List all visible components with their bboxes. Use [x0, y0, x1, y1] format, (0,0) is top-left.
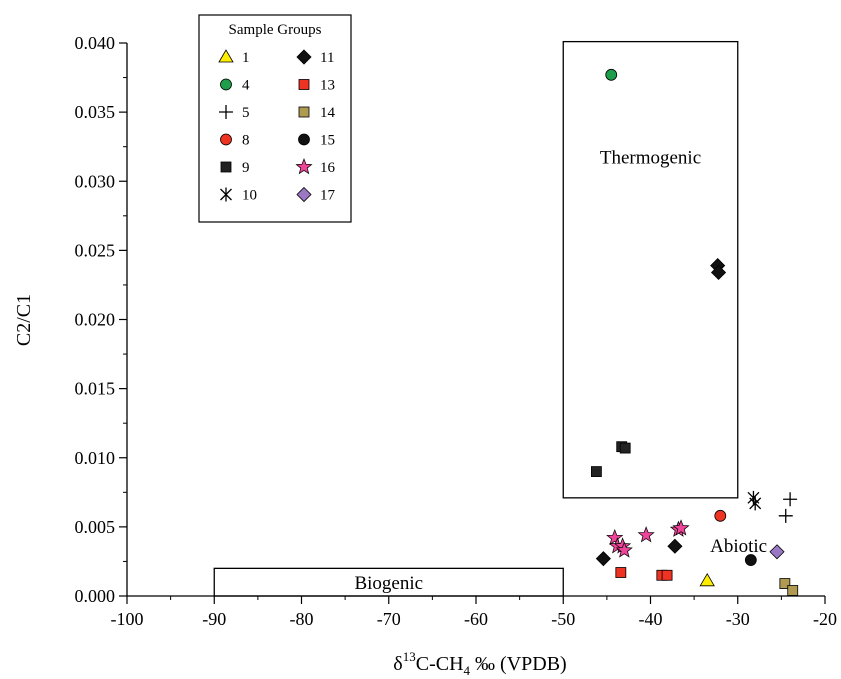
legend-label-11: 11	[320, 50, 334, 66]
y-axis-title: C2/C1	[13, 294, 35, 346]
point-group-9	[619, 442, 631, 454]
point-group-14	[779, 578, 791, 589]
point-group-11	[710, 264, 727, 281]
x-tick-label: -20	[813, 609, 837, 629]
y-tick-label: 0.005	[75, 517, 116, 537]
point-group-1	[699, 572, 715, 587]
y-tick-label: 0.035	[75, 102, 116, 122]
point-group-10	[749, 496, 762, 511]
legend-label-13: 13	[320, 78, 335, 94]
x-tick-label: -100	[111, 609, 144, 629]
point-group-16	[615, 541, 633, 558]
legend-title: Sample Groups	[229, 22, 322, 38]
y-tick-label: 0.020	[75, 310, 116, 330]
y-tick-label: 0.025	[75, 240, 116, 260]
point-group-13	[661, 569, 673, 581]
legend-label-15: 15	[320, 133, 335, 149]
point-group-8	[714, 509, 727, 522]
legend-marker-8	[220, 133, 232, 146]
regions: Thermogenic Biogenic Abiotic	[213, 40, 767, 597]
legend-label-9: 9	[242, 160, 250, 176]
legend-label-16: 16	[320, 160, 336, 176]
legend-marker-16	[295, 158, 313, 175]
legend-box	[198, 14, 352, 223]
point-group-13	[615, 567, 627, 578]
point-group-16	[637, 526, 655, 543]
thermogenic-label: Thermogenic	[600, 147, 701, 168]
y-tick-label: 0.000	[75, 586, 116, 606]
legend-marker-13	[298, 79, 310, 90]
legend-label-1: 1	[242, 50, 250, 66]
point-group-5	[778, 508, 793, 523]
point-group-10	[747, 490, 760, 505]
x-tick-label: -30	[726, 609, 750, 629]
axes: -100 -90 -80 -70 -60 -50 -40 -30 -20 0.000 0.005 0.…	[75, 33, 838, 629]
y-tick-label: 0.030	[75, 171, 116, 191]
point-group-11	[595, 551, 611, 567]
biogenic-region	[213, 567, 564, 597]
legend-label-10: 10	[242, 188, 257, 204]
point-group-11	[667, 538, 683, 554]
x-tick-label: -70	[377, 609, 401, 629]
x-tick-label: -60	[464, 609, 488, 629]
legend-marker-17	[296, 186, 312, 203]
legend-marker-15	[298, 133, 310, 146]
y-tick-label: 0.040	[75, 33, 116, 53]
legend-label-17: 17	[320, 188, 336, 204]
point-group-16	[672, 519, 690, 536]
point-group-9	[591, 466, 602, 477]
legend-label-14: 14	[320, 105, 336, 121]
legend-marker-4	[220, 78, 232, 91]
y-tick-label: 0.010	[75, 448, 116, 468]
legend-label-5: 5	[242, 105, 250, 121]
x-tick-label: -80	[290, 609, 314, 629]
abiotic-label: Abiotic	[710, 536, 767, 557]
legend-marker-1	[218, 49, 234, 63]
legend-label-8: 8	[242, 133, 250, 149]
legend-marker-9	[220, 161, 232, 173]
point-group-5	[783, 492, 798, 507]
point-group-4	[605, 68, 618, 81]
legend-marker-11	[296, 49, 312, 65]
biogenic-label: Biogenic	[354, 573, 423, 594]
legend-marker-5	[219, 105, 233, 119]
point-group-15	[744, 554, 757, 566]
point-group-14	[787, 585, 799, 596]
y-tick-label: 0.015	[75, 379, 116, 399]
x-axis-title: δ13C-CH4 ‰ (VPDB)	[393, 649, 566, 678]
point-group-17	[769, 544, 785, 560]
thermogenic-region	[562, 40, 739, 499]
legend-marker-10	[220, 187, 232, 202]
point-group-16	[606, 528, 624, 546]
x-tick-label: -50	[551, 609, 575, 629]
x-tick-label: -90	[202, 609, 226, 629]
legend-marker-14	[298, 106, 310, 118]
data-points	[591, 68, 799, 596]
legend-label-4: 4	[242, 78, 250, 94]
x-tick-label: -40	[639, 609, 663, 629]
